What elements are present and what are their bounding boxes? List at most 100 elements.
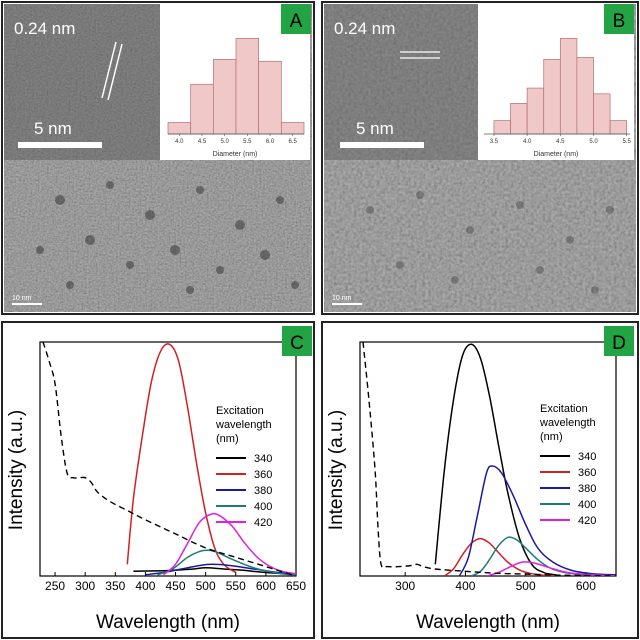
panel-a-hrtem-inset	[4, 4, 160, 160]
panel-d-x-tick-label: 500	[516, 579, 536, 593]
panel-a: 0.24 nm 5 nm 10 nm 4.0 4.5 5.0 5.5 6.0 6.5 Di…	[1, 1, 315, 315]
panel-c-series-360	[126, 343, 237, 574]
panel-b-histogram-bar	[609, 120, 628, 135]
panel-d-ylabel: Intensity (a.u.)	[326, 410, 347, 530]
panel-d-badge	[604, 326, 634, 356]
panel-b-hr-scale-label: 5 nm	[356, 119, 394, 138]
panel-a-letter: A	[290, 11, 303, 32]
panel-d-legend-label-340: 340	[578, 451, 596, 463]
panel-d-legend-title-1: Excitation	[540, 403, 588, 415]
panel-a-overview-scale-bar	[12, 303, 42, 305]
panel-a-nanoparticles	[36, 181, 299, 294]
panel-c-x-tick-label: 250	[45, 579, 65, 593]
panel-a-lattice-label: 0.24 nm	[14, 19, 75, 38]
panel-d-series-360	[443, 537, 556, 576]
panel-b-hrtem-inset	[324, 4, 478, 160]
panel-c-legend-label-380: 380	[254, 485, 272, 497]
panel-b-badge	[604, 4, 634, 34]
panel-b-histogram-bar	[526, 87, 545, 135]
panel-a-lattice-line-1	[101, 41, 117, 99]
panel-a-histogram-tick-label: 5.0	[220, 139, 229, 145]
panel-b-lattice-label: 0.24 nm	[334, 19, 395, 38]
panel-a-histogram-tick-label: 4.0	[175, 139, 184, 145]
panel-a-hr-scale-label: 5 nm	[34, 119, 72, 138]
panel-c-x-tick-label: 500	[196, 579, 216, 593]
panel-c-legend-label-400: 400	[254, 501, 272, 513]
panel-b-histogram-plot: 3.5 4.0 4.5 5.0 5.5	[484, 37, 632, 145]
panel-c-badge	[282, 326, 312, 356]
panel-a-histogram-bar	[190, 83, 214, 135]
panel-a-histogram-bar	[167, 122, 192, 135]
panel-d-letter: D	[612, 333, 626, 354]
panel-b-histogram-tick-label: 3.5	[490, 139, 499, 145]
panel-a-histogram-tick-label: 4.5	[198, 139, 207, 145]
panel-c-axes-frame	[39, 341, 297, 577]
panel-b-histogram-tick-label: 4.5	[556, 139, 565, 145]
panel-d-series-380	[458, 465, 616, 576]
panel-d-legend-label-360: 360	[578, 467, 596, 479]
panel-b-overview-scale-label: 10 nm	[332, 295, 352, 302]
panel-c-legend-label-340: 340	[254, 453, 272, 465]
panel-c-x-tick-label: 300	[75, 579, 95, 593]
panel-b-histogram-bar	[543, 59, 561, 135]
panel-b-nanoparticles	[366, 191, 614, 294]
panel-a-histogram-tick-label: 5.5	[243, 139, 252, 145]
panel-c-legend-title-3: (nm)	[216, 433, 239, 445]
panel-c-x-tick-label: 650	[286, 579, 306, 593]
panel-d-x-tick-label: 600	[576, 579, 596, 593]
panel-b-histogram-tick-label: 5.5	[623, 139, 632, 145]
panel-c-letter: C	[290, 333, 304, 354]
panel-a-histogram-bar	[258, 60, 282, 135]
panel-c-x-tick-label: 600	[256, 579, 276, 593]
panel-d-legend-label-380: 380	[578, 483, 596, 495]
panel-b-histogram-bar	[493, 120, 511, 135]
panel-d: 300 400 500 600 Intensity (a.u.) Wavelength…	[321, 321, 639, 639]
panel-a-badge	[281, 4, 311, 34]
panel-a-histogram-xlabel: Diameter (nm)	[213, 151, 258, 158]
panel-a-overview-scale-label: 10 nm	[12, 295, 32, 302]
panel-b-histogram-bar	[576, 57, 594, 135]
panel-c-legend-title-1: Excitation	[216, 405, 264, 417]
panel-a-lattice-line-2	[107, 43, 123, 101]
panel-d-frame	[321, 321, 639, 639]
panel-a-hr-scale-bar	[18, 142, 102, 148]
panel-d-legend-title-3: (nm)	[540, 431, 563, 443]
panel-c-plot: 250 300 350 400 450 500 550 600 650	[39, 341, 306, 593]
panel-b-overview-scale-bar	[332, 303, 362, 305]
panel-b-histogram-tick-label: 5.0	[589, 139, 598, 145]
panel-c-series-420	[163, 512, 296, 576]
panel-b-letter: B	[613, 11, 626, 32]
panel-c-xlabel: Wavelength (nm)	[96, 612, 240, 633]
panel-b-histogram: 3.5 4.0 4.5 5.0 5.5 Diameter (nm)	[478, 4, 634, 160]
panel-b-histogram-bar	[510, 103, 528, 135]
panel-c-legend-label-360: 360	[254, 469, 272, 481]
panel-c-legend: Excitation wavelength (nm) 340 360 380 400 4…	[215, 405, 272, 529]
panel-c-x-tick-label: 450	[166, 579, 186, 593]
panel-d-legend: Excitation wavelength (nm) 340 360 380 400 4…	[539, 403, 596, 527]
panel-c-x-tick-label: 400	[135, 579, 155, 593]
panel-c-frame	[1, 321, 315, 639]
panel-b-histogram-bar	[559, 37, 578, 135]
panel-a-histogram-tick-label: 6.0	[266, 139, 275, 145]
panel-a-histogram-bar	[280, 122, 305, 135]
panel-b-histogram-xlabel: Diameter (nm)	[534, 151, 579, 158]
panel-c-x-tick-label: 550	[226, 579, 246, 593]
panel-d-legend-label-400: 400	[578, 499, 596, 511]
panel-a-histogram-bar	[235, 37, 260, 135]
panel-a-histogram-bar	[212, 59, 237, 135]
panel-b: 0.24 nm 5 nm 10 nm 3.5 4.0 4.5 5.0 5.5 Diame…	[321, 1, 639, 315]
panel-a-histogram-plot: 4.0 4.5 5.0 5.5 6.0 6.5	[167, 37, 305, 145]
panel-c-legend-label-420: 420	[254, 517, 272, 529]
panel-d-legend-title-2: wavelength	[539, 417, 596, 429]
panel-c-ylabel: Intensity (a.u.)	[6, 410, 27, 530]
panel-a-histogram: 4.0 4.5 5.0 5.5 6.0 6.5 Diameter (nm)	[160, 4, 310, 160]
panel-d-series-340	[434, 343, 556, 576]
panel-c-legend-title-2: wavelength	[215, 419, 272, 431]
panel-d-plot: 300 400 500 600	[359, 341, 617, 593]
panel-c-series-absorption	[42, 342, 296, 576]
panel-b-histogram-bar	[593, 93, 611, 135]
panel-d-x-tick-label: 300	[395, 579, 415, 593]
panel-d-series-absorption	[362, 342, 616, 576]
panel-a-histogram-tick-label: 6.5	[288, 139, 297, 145]
